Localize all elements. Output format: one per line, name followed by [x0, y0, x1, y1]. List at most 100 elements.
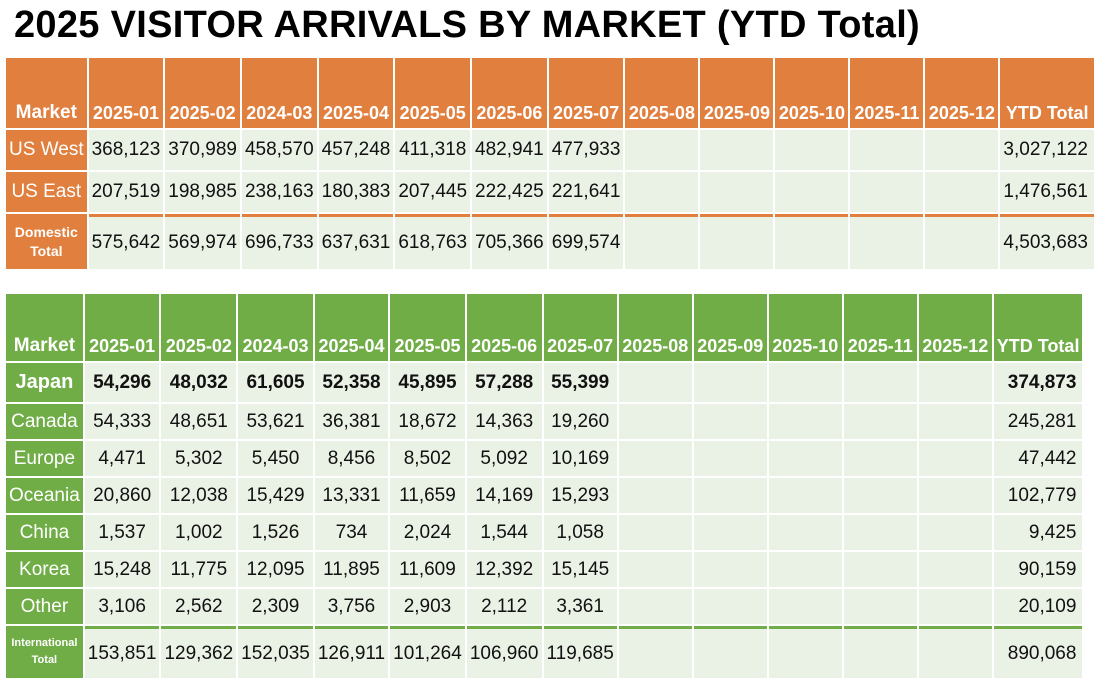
- data-cell: 15,429: [238, 478, 313, 513]
- table-row: US West 368,123 370,989 458,570 457,248 411,3…: [6, 130, 1094, 170]
- data-cell: 54,296: [84, 363, 160, 402]
- header-cell: 2025-12: [925, 58, 999, 128]
- data-cell: [843, 515, 917, 550]
- data-cell: [918, 552, 992, 587]
- data-cell: 482,941: [472, 130, 547, 170]
- data-cell: 15,293: [543, 478, 617, 513]
- header-cell: 2025-11: [850, 58, 924, 128]
- ytd-cell: 3,027,122: [1000, 130, 1094, 170]
- data-cell: [843, 552, 917, 587]
- data-cell: 3,361: [543, 589, 617, 624]
- data-cell: 129,362: [161, 626, 237, 678]
- data-cell: 36,381: [314, 404, 389, 439]
- data-cell: [918, 363, 992, 402]
- table-row: US East 207,519 198,985 238,163 180,383 207,4…: [6, 172, 1094, 212]
- data-cell: [918, 478, 992, 513]
- data-cell: 3,106: [84, 589, 160, 624]
- ytd-cell: 20,109: [993, 589, 1083, 624]
- data-cell: [850, 214, 924, 269]
- header-row: Market 2025-01 2025-02 2024-03 2025-04 2025-0…: [6, 294, 1083, 361]
- data-cell: 2,562: [161, 589, 237, 624]
- data-cell: 10,169: [543, 441, 617, 476]
- data-cell: 119,685: [543, 626, 617, 678]
- data-cell: [625, 172, 699, 212]
- data-cell: [768, 515, 842, 550]
- header-row: Market 2025-01 2025-02 2024-03 2025-04 2025-0…: [6, 58, 1094, 128]
- data-cell: 1,526: [238, 515, 313, 550]
- data-cell: 8,456: [314, 441, 389, 476]
- domestic-table: Market 2025-01 2025-02 2024-03 2025-04 2025-0…: [4, 56, 1096, 271]
- data-cell: 15,145: [543, 552, 617, 587]
- data-cell: 12,392: [466, 552, 542, 587]
- data-cell: 5,450: [238, 441, 313, 476]
- data-cell: 458,570: [241, 130, 317, 170]
- table-row: Korea 15,248 11,775 12,095 11,895 11,609 12,39…: [6, 552, 1083, 587]
- data-cell: 207,445: [395, 172, 471, 212]
- header-cell: 2025-09: [693, 294, 767, 361]
- data-cell: [693, 589, 767, 624]
- data-cell: [768, 626, 842, 678]
- header-cell: 2025-07: [548, 58, 624, 128]
- data-cell: [618, 441, 692, 476]
- page-title: 2025 VISITOR ARRIVALS BY MARKET (YTD Tot…: [14, 4, 921, 46]
- data-cell: 48,651: [161, 404, 237, 439]
- header-cell: 2025-08: [618, 294, 692, 361]
- row-label: Oceania: [6, 478, 83, 513]
- data-cell: 238,163: [241, 172, 317, 212]
- table-row: Other 3,106 2,562 2,309 3,756 2,903 2,112 3,361…: [6, 589, 1083, 624]
- ytd-cell: 1,476,561: [1000, 172, 1094, 212]
- header-cell: 2025-01: [84, 294, 160, 361]
- data-cell: [925, 172, 999, 212]
- data-cell: 52,358: [314, 363, 389, 402]
- data-cell: [918, 404, 992, 439]
- data-cell: 54,333: [84, 404, 160, 439]
- row-label: China: [6, 515, 83, 550]
- data-cell: 11,895: [314, 552, 389, 587]
- data-cell: [693, 441, 767, 476]
- data-cell: [843, 441, 917, 476]
- data-cell: [843, 589, 917, 624]
- data-cell: 457,248: [318, 130, 394, 170]
- ytd-cell: 102,779: [993, 478, 1083, 513]
- row-label: Japan: [6, 363, 83, 402]
- data-cell: 12,038: [161, 478, 237, 513]
- data-cell: 12,095: [238, 552, 313, 587]
- data-cell: 370,989: [165, 130, 240, 170]
- data-cell: 14,169: [466, 478, 542, 513]
- header-cell: 2025-10: [768, 294, 842, 361]
- data-cell: [768, 589, 842, 624]
- data-cell: 55,399: [543, 363, 617, 402]
- data-cell: [918, 515, 992, 550]
- header-cell: 2025-09: [700, 58, 774, 128]
- table-row: Canada 54,333 48,651 53,621 36,381 18,672 14,3…: [6, 404, 1083, 439]
- header-cell: 2025-08: [625, 58, 699, 128]
- data-cell: 696,733: [241, 214, 317, 269]
- data-cell: 221,641: [548, 172, 624, 212]
- data-cell: 569,974: [165, 214, 240, 269]
- data-cell: 152,035: [238, 626, 313, 678]
- data-cell: 3,756: [314, 589, 389, 624]
- data-cell: [918, 441, 992, 476]
- data-cell: [775, 172, 849, 212]
- data-cell: [925, 214, 999, 269]
- data-cell: 53,621: [238, 404, 313, 439]
- data-cell: [625, 130, 699, 170]
- header-cell: YTD Total: [993, 294, 1083, 361]
- total-label: International Total: [6, 626, 83, 678]
- data-cell: 705,366: [472, 214, 547, 269]
- header-cell: 2025-11: [843, 294, 917, 361]
- data-cell: 5,092: [466, 441, 542, 476]
- data-cell: 637,631: [318, 214, 394, 269]
- data-cell: [618, 552, 692, 587]
- ytd-cell: 374,873: [993, 363, 1083, 402]
- data-cell: 153,851: [84, 626, 160, 678]
- row-label: Canada: [6, 404, 83, 439]
- data-cell: [768, 441, 842, 476]
- data-cell: 180,383: [318, 172, 394, 212]
- data-cell: [768, 363, 842, 402]
- ytd-cell: 47,442: [993, 441, 1083, 476]
- row-label: US West: [6, 130, 87, 170]
- header-cell: 2025-05: [390, 294, 465, 361]
- data-cell: 1,537: [84, 515, 160, 550]
- data-cell: [618, 515, 692, 550]
